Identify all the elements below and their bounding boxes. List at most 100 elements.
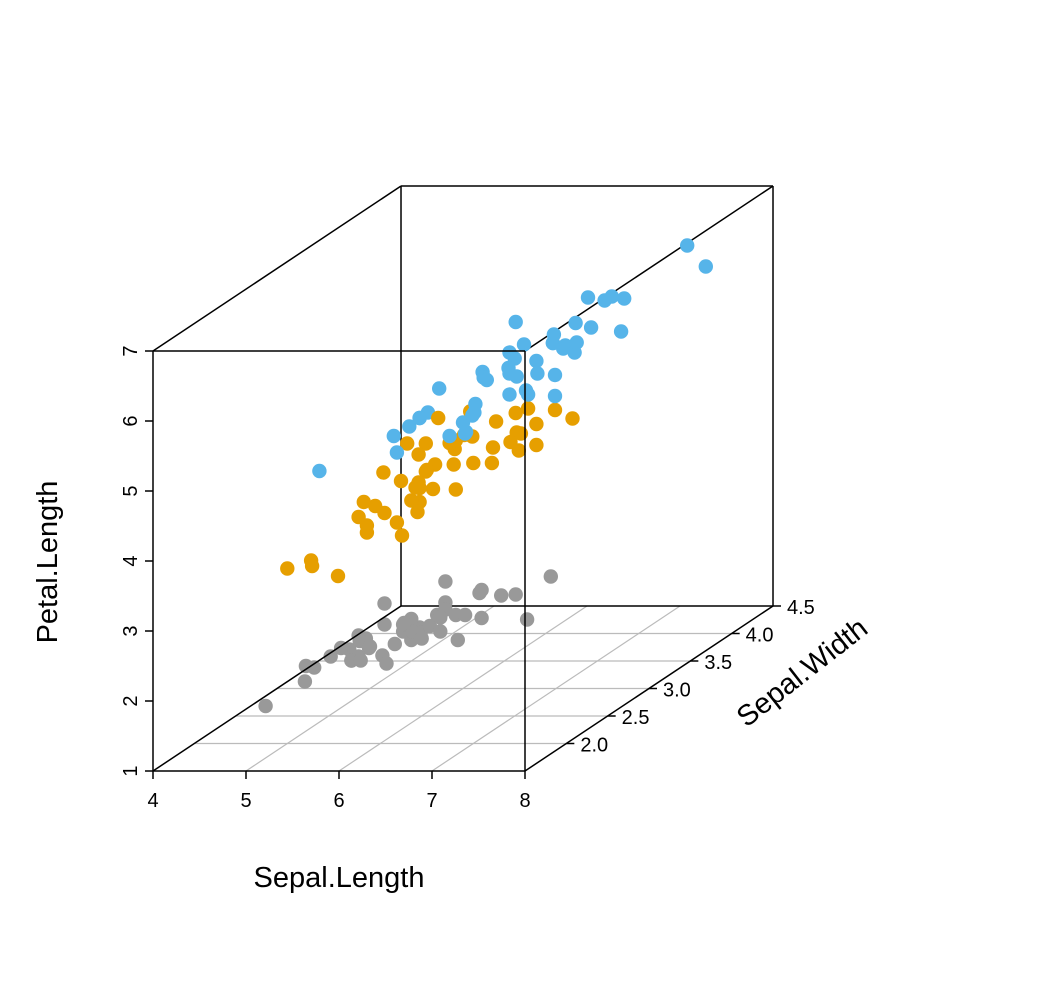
z-tick-label: 1 <box>120 765 142 776</box>
data-point <box>529 353 544 369</box>
y-tick-label: 2.0 <box>580 735 608 757</box>
data-point <box>312 463 327 479</box>
data-point <box>546 327 562 342</box>
data-point <box>438 574 453 589</box>
data-point <box>613 324 629 339</box>
box-edge <box>524 185 774 352</box>
data-point <box>425 481 441 497</box>
data-point <box>530 366 545 381</box>
data-point <box>583 320 599 335</box>
data-points <box>258 238 713 714</box>
data-point <box>516 337 532 352</box>
data-point <box>547 367 563 383</box>
data-point <box>474 582 489 598</box>
data-point <box>502 345 517 360</box>
data-point <box>474 610 489 626</box>
data-point <box>323 649 338 664</box>
y-tick-label: 3.5 <box>704 652 732 674</box>
y-tick-label: 3.0 <box>663 680 691 702</box>
data-point <box>333 640 349 656</box>
data-point <box>569 335 584 350</box>
box-front-edges <box>152 350 774 772</box>
data-point <box>502 387 517 402</box>
data-point <box>597 293 612 308</box>
box-edge <box>152 185 402 352</box>
y-tick-label: 4.0 <box>746 625 774 647</box>
data-point <box>412 410 427 426</box>
data-point <box>513 426 529 441</box>
data-point <box>617 291 632 306</box>
data-point <box>446 457 461 472</box>
x-tick-label: 6 <box>333 790 344 812</box>
data-point <box>488 414 504 429</box>
data-point <box>520 401 536 416</box>
data-point <box>458 424 474 440</box>
data-point <box>258 698 273 714</box>
data-point <box>379 656 394 671</box>
data-point <box>304 558 320 574</box>
y-tick-label: 4.5 <box>787 597 815 619</box>
data-point <box>297 674 313 689</box>
data-point <box>432 381 447 396</box>
z-tick-label: 4 <box>120 555 142 566</box>
data-point <box>298 658 314 674</box>
data-point <box>485 440 501 455</box>
x-tick-label: 7 <box>426 790 437 812</box>
data-point <box>508 587 523 602</box>
data-point <box>543 569 558 584</box>
data-point <box>404 493 419 508</box>
data-point <box>494 588 509 603</box>
x-tick-label: 4 <box>147 790 158 812</box>
data-point <box>356 494 371 510</box>
data-point <box>394 528 410 543</box>
z-axis-title: Petal.Length <box>32 481 64 644</box>
data-point <box>503 434 518 450</box>
data-point <box>419 462 434 478</box>
z-tick-label: 7 <box>120 345 142 356</box>
data-point <box>359 525 375 540</box>
data-point <box>508 405 523 421</box>
z-tick-label: 5 <box>120 485 142 496</box>
data-point <box>466 455 481 471</box>
data-point <box>442 428 457 444</box>
data-point <box>396 615 412 631</box>
data-point <box>547 388 563 404</box>
data-point <box>502 366 517 381</box>
data-point <box>520 387 536 402</box>
data-point <box>414 631 429 646</box>
data-point <box>377 505 392 521</box>
x-axis-title: Sepal.Length <box>254 862 425 894</box>
data-point <box>362 639 378 654</box>
box-back-edges <box>152 185 774 607</box>
z-tick-label: 6 <box>120 415 142 426</box>
z-tick-label: 3 <box>120 625 142 636</box>
axis-ticks <box>145 350 782 779</box>
data-point <box>450 632 465 648</box>
data-point <box>377 596 392 611</box>
data-point <box>386 428 401 444</box>
data-point <box>431 410 446 426</box>
data-point <box>387 636 402 652</box>
data-point <box>411 447 426 462</box>
data-point <box>433 610 448 625</box>
data-point <box>353 653 368 668</box>
data-point <box>389 515 405 530</box>
data-point <box>418 436 433 451</box>
data-point <box>448 482 463 497</box>
data-point <box>433 624 448 639</box>
data-point <box>529 437 544 453</box>
data-point <box>508 314 523 330</box>
data-point <box>580 290 596 305</box>
y-tick-label: 2.5 <box>622 707 650 729</box>
data-point <box>400 436 415 451</box>
data-point <box>351 509 366 525</box>
axis-tick-labels: 4 5 6 7 8 2.0 2.5 3.0 3.5 4.0 4.5 1 2 3 4 5 6 7 <box>120 345 815 812</box>
data-point <box>402 419 417 434</box>
data-point <box>376 465 391 480</box>
data-point <box>408 480 423 495</box>
data-point <box>468 396 483 412</box>
x-tick-label: 8 <box>519 790 530 812</box>
data-point <box>393 473 409 489</box>
data-point <box>479 372 494 388</box>
